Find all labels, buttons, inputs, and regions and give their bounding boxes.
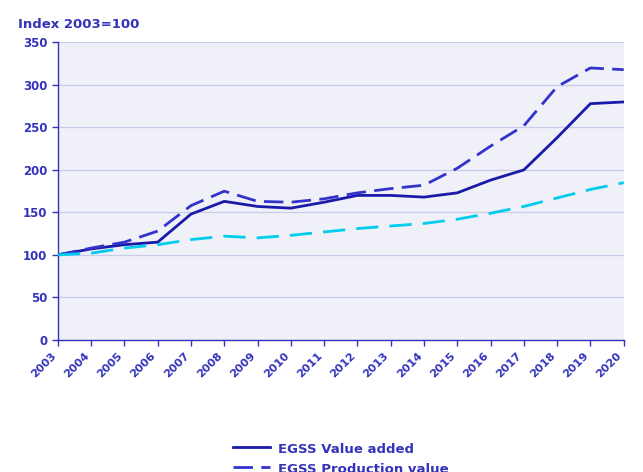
EGSS Value added [87, 246, 95, 252]
EGSS Production value [221, 188, 228, 194]
EGSS Production value [121, 239, 129, 245]
Text: Index 2003=100: Index 2003=100 [18, 17, 140, 31]
GDP [453, 216, 461, 222]
GDP [154, 242, 161, 247]
EGSS Production value [387, 186, 395, 192]
EGSS Production value [420, 182, 428, 188]
EGSS Production value [87, 245, 95, 251]
GDP [553, 195, 561, 201]
GDP [254, 235, 262, 241]
EGSS Production value [320, 196, 328, 202]
GDP [121, 245, 129, 251]
GDP [487, 211, 494, 216]
EGSS Production value [553, 84, 561, 90]
GDP [354, 226, 361, 231]
EGSS Production value [354, 190, 361, 196]
EGSS Production value [287, 199, 294, 205]
EGSS Value added [620, 99, 628, 105]
EGSS Production value [487, 143, 494, 149]
GDP [320, 229, 328, 235]
EGSS Production value [254, 199, 262, 204]
EGSS Value added [221, 199, 228, 204]
EGSS Value added [187, 211, 195, 217]
GDP [287, 233, 294, 238]
GDP [54, 252, 62, 258]
EGSS Value added [121, 242, 129, 247]
EGSS Production value [154, 228, 161, 234]
EGSS Production value [586, 65, 594, 71]
GDP [620, 180, 628, 185]
EGSS Value added [586, 101, 594, 107]
EGSS Value added [487, 177, 494, 183]
GDP [87, 250, 95, 256]
GDP [221, 233, 228, 239]
GDP [420, 220, 428, 226]
EGSS Value added [320, 199, 328, 205]
EGSS Value added [553, 135, 561, 141]
EGSS Production value [620, 67, 628, 73]
EGSS Value added [154, 239, 161, 245]
EGSS Value added [354, 193, 361, 198]
EGSS Value added [54, 252, 62, 258]
EGSS Value added [453, 190, 461, 196]
Line: EGSS Value added: EGSS Value added [58, 102, 624, 255]
EGSS Value added [287, 205, 294, 211]
Line: GDP: GDP [58, 183, 624, 255]
Line: EGSS Production value: EGSS Production value [58, 68, 624, 255]
EGSS Production value [54, 252, 62, 258]
EGSS Value added [387, 193, 395, 198]
EGSS Value added [254, 203, 262, 209]
EGSS Value added [420, 194, 428, 200]
EGSS Value added [520, 167, 528, 173]
GDP [520, 203, 528, 209]
GDP [586, 186, 594, 192]
EGSS Production value [453, 165, 461, 171]
Legend: EGSS Value added, EGSS Production value, GDP: EGSS Value added, EGSS Production value,… [226, 436, 455, 472]
GDP [187, 237, 195, 243]
EGSS Production value [520, 123, 528, 128]
EGSS Production value [187, 203, 195, 209]
GDP [387, 223, 395, 229]
